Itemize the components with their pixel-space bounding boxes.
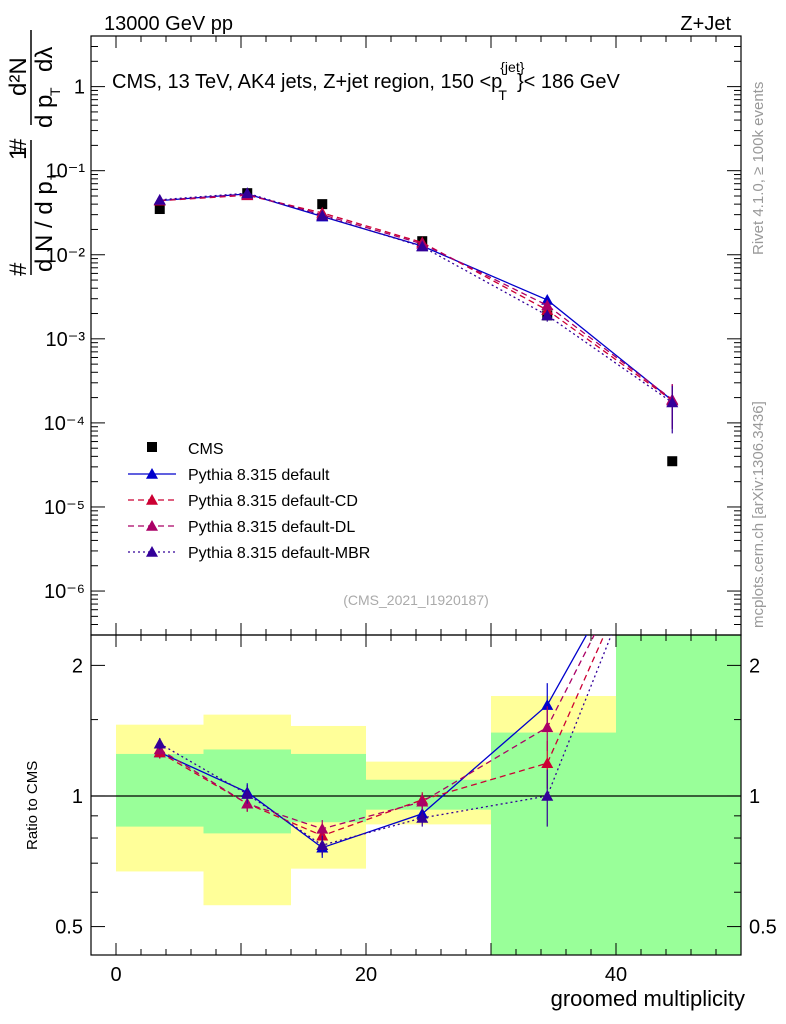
ratio-marker-mbr xyxy=(416,811,429,823)
ratio-line-dl xyxy=(159,635,595,830)
y-tick-label: 10⁻¹ xyxy=(46,161,86,183)
header-right: Z+Jet xyxy=(680,13,731,35)
ratio-y-tick-label-right: 0.5 xyxy=(749,917,777,939)
marker-default xyxy=(541,293,554,305)
ratio-clipped xyxy=(153,635,612,858)
plot-title-sub: T xyxy=(498,87,507,103)
band-inner-0 xyxy=(116,753,204,827)
marker-mbr xyxy=(416,240,429,252)
ylabel-denom-2: d p xyxy=(31,95,58,128)
axis-ticks: 0 20 40 10⁻⁶ 10⁻⁵ 10⁻⁴ 10⁻³ 10⁻² 10⁻¹ 1 0.5 0.5 1 1 2 2 xyxy=(44,35,777,986)
legend-label: Pythia 8.315 default-MBR xyxy=(188,545,370,562)
x-tick-label: 0 xyxy=(110,964,121,986)
ratio-line-default xyxy=(159,635,588,849)
ratio-y-tick-label: 2 xyxy=(72,655,83,677)
ratio-y-tick-label: 1 xyxy=(72,786,83,808)
ylabel-denom-2-sub: T xyxy=(47,87,63,96)
legend-label: CMS xyxy=(188,441,224,458)
line-dl xyxy=(159,193,673,400)
line-default xyxy=(159,193,673,401)
side-label-top: Rivet 4.1.0, ≥ 100k events xyxy=(750,82,767,255)
y-tick-label: 10⁻⁴ xyxy=(44,413,85,435)
ratio-y-tick-label-right: 1 xyxy=(749,786,760,808)
legend-label: Pythia 8.315 default xyxy=(188,467,330,484)
marker-mbr xyxy=(153,193,166,205)
marker-dl xyxy=(541,299,554,311)
marker-mbr xyxy=(241,187,254,198)
cms-data-point xyxy=(317,199,328,210)
plot-title: CMS, 13 TeV, AK4 jets, Z+jet region, 150… xyxy=(112,59,620,103)
legend-marker-default xyxy=(146,468,158,479)
ratio-uncertainty-bands xyxy=(116,635,741,955)
band-inner-4 xyxy=(491,732,616,955)
marker-mbr xyxy=(666,396,679,408)
x-tick-label: 40 xyxy=(605,964,627,986)
ylabel-numer-2: d²N xyxy=(5,57,32,96)
band-inner-5 xyxy=(616,635,741,955)
y-tick-label: 10⁻³ xyxy=(46,329,86,351)
ylabel-numer-1: 1 xyxy=(5,147,32,160)
y-tick-label: 10⁻² xyxy=(46,245,86,267)
marker-mbr xyxy=(541,309,554,321)
legend-label: Pythia 8.315 default-DL xyxy=(188,519,355,536)
ylabel-denom-1-sub: T xyxy=(47,171,63,180)
y-tick-label: 1 xyxy=(74,77,85,99)
ratio-marker-mbr xyxy=(241,788,254,799)
ratio-marker-default xyxy=(541,699,554,710)
plot-title-main: CMS, 13 TeV, AK4 jets, Z+jet region, 150… xyxy=(112,71,502,93)
plot-title-end: }< 186 GeV xyxy=(517,71,621,93)
ratio-marker-mbr xyxy=(316,839,329,851)
legend-marker-cd xyxy=(146,494,158,505)
y-tick-label: 10⁻⁶ xyxy=(44,581,85,603)
cms-data-point xyxy=(667,456,678,467)
ratio-y-tick-label: 0.5 xyxy=(55,917,83,939)
ratio-marker-dl xyxy=(316,822,329,834)
ylabel-denom-2b: dλ xyxy=(31,47,58,72)
line-mbr xyxy=(159,192,673,404)
main-y-axis-label: 1 d N / d p T # d²N d p T dλ # xyxy=(5,30,63,276)
side-label-bottom: mcplots.cern.ch [arXiv:1306.3436] xyxy=(750,401,767,628)
legend-marker-cms xyxy=(147,442,157,452)
cms-data-point xyxy=(154,204,165,215)
ratio-marker-dl xyxy=(416,795,429,807)
legend-marker-dl xyxy=(146,520,158,531)
x-tick-label: 20 xyxy=(355,964,377,986)
y-tick-label: 10⁻⁵ xyxy=(44,497,85,519)
legend: CMS Pythia 8.315 default Pythia 8.315 defa… xyxy=(128,441,370,562)
band-inner-3 xyxy=(366,779,491,810)
analysis-id: (CMS_2021_I1920187) xyxy=(343,592,489,608)
ratio-y-tick-label-right: 2 xyxy=(749,655,760,677)
ratio-line-cd xyxy=(159,635,605,837)
ylabel-denom-1: d N / d p xyxy=(31,181,58,272)
ratio-marker-mbr xyxy=(153,737,166,749)
band-inner-2 xyxy=(291,753,366,823)
main-series xyxy=(153,187,679,467)
legend-marker-mbr xyxy=(146,546,158,557)
ratio-y-axis-label: Ratio to CMS xyxy=(24,761,41,850)
header-left: 13000 GeV pp xyxy=(104,13,233,35)
ratio-marker-mbr xyxy=(541,789,554,801)
ratio-marker-dl xyxy=(541,721,554,733)
ratio-marker-cd xyxy=(541,757,554,769)
plot-title-sup: {jet} xyxy=(500,59,524,75)
marker-mbr xyxy=(316,209,329,221)
ylabel-hash-2: # xyxy=(5,138,32,152)
ylabel-hash-1: # xyxy=(5,262,32,276)
legend-label: Pythia 8.315 default-CD xyxy=(188,493,358,510)
ratio-series xyxy=(153,635,612,858)
line-cd xyxy=(159,194,673,401)
x-axis-label: groomed multiplicity xyxy=(551,986,745,1011)
